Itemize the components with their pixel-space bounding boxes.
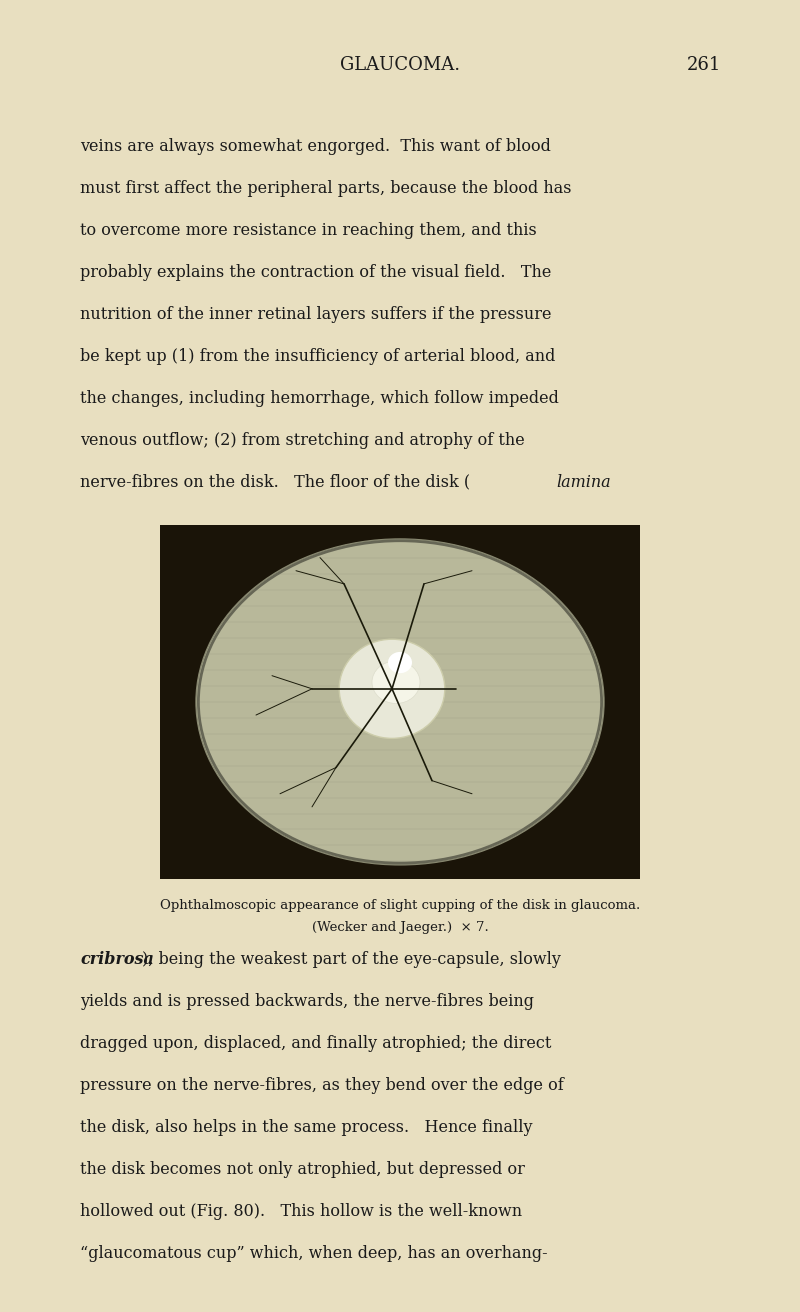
Text: the disk, also helps in the same process.   Hence finally: the disk, also helps in the same process…	[80, 1119, 533, 1136]
Text: hollowed out (Fig. 80).   This hollow is the well-known: hollowed out (Fig. 80). This hollow is t…	[80, 1203, 522, 1220]
Ellipse shape	[196, 539, 604, 865]
Text: probably explains the contraction of the visual field.   The: probably explains the contraction of the…	[80, 264, 551, 281]
Text: lamina: lamina	[556, 474, 610, 491]
Text: Ophthalmoscopic appearance of slight cupping of the disk in glaucoma.: Ophthalmoscopic appearance of slight cup…	[160, 899, 640, 912]
Text: veins are always somewhat engorged.  This want of blood: veins are always somewhat engorged. This…	[80, 138, 551, 155]
Text: must first affect the peripheral parts, because the blood has: must first affect the peripheral parts, …	[80, 180, 571, 197]
Text: the disk becomes not only atrophied, but depressed or: the disk becomes not only atrophied, but…	[80, 1161, 525, 1178]
Text: (Wecker and Jaeger.)  × 7.: (Wecker and Jaeger.) × 7.	[312, 921, 488, 934]
Text: cribrosa: cribrosa	[80, 951, 154, 968]
Text: dragged upon, displaced, and finally atrophied; the direct: dragged upon, displaced, and finally atr…	[80, 1035, 551, 1052]
Text: GLAUCOMA.: GLAUCOMA.	[340, 56, 460, 75]
Ellipse shape	[339, 639, 445, 739]
Text: Fig. 81.: Fig. 81.	[370, 531, 430, 546]
Text: ), being the weakest part of the eye-capsule, slowly: ), being the weakest part of the eye-cap…	[142, 951, 562, 968]
Text: venous outflow; (2) from stretching and atrophy of the: venous outflow; (2) from stretching and …	[80, 432, 525, 449]
Text: yields and is pressed backwards, the nerve-fibres being: yields and is pressed backwards, the ner…	[80, 993, 534, 1010]
Text: pressure on the nerve-fibres, as they bend over the edge of: pressure on the nerve-fibres, as they be…	[80, 1077, 564, 1094]
Text: the changes, including hemorrhage, which follow impeded: the changes, including hemorrhage, which…	[80, 390, 559, 407]
Text: be kept up (1) from the insufficiency of arterial blood, and: be kept up (1) from the insufficiency of…	[80, 348, 555, 365]
Text: “glaucomatous cup” which, when deep, has an overhang-: “glaucomatous cup” which, when deep, has…	[80, 1245, 548, 1262]
Text: nerve-fibres on the disk.   The floor of the disk (: nerve-fibres on the disk. The floor of t…	[80, 474, 470, 491]
Text: 261: 261	[687, 56, 721, 75]
Bar	[160, 525, 640, 879]
Text: nutrition of the inner retinal layers suffers if the pressure: nutrition of the inner retinal layers su…	[80, 306, 551, 323]
Text: to overcome more resistance in reaching them, and this: to overcome more resistance in reaching …	[80, 222, 537, 239]
Ellipse shape	[372, 661, 420, 703]
Ellipse shape	[388, 652, 412, 673]
